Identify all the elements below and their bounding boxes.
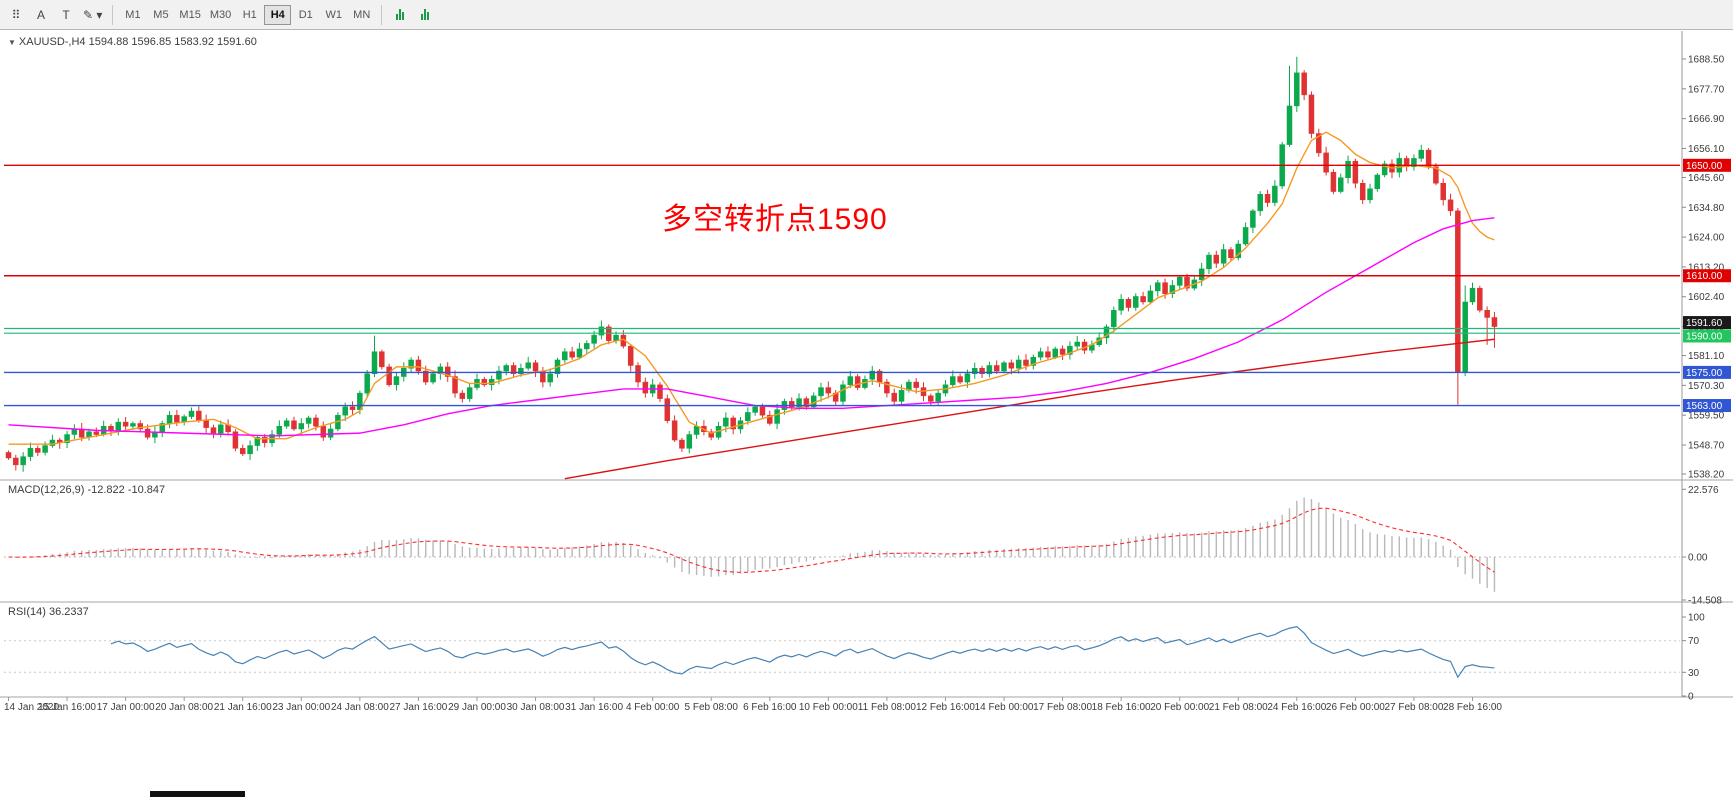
svg-text:14 Feb 00:00: 14 Feb 00:00 [975, 702, 1034, 713]
svg-text:12 Feb 16:00: 12 Feb 16:00 [916, 702, 975, 713]
grid-tool-button[interactable]: ⠿ [4, 4, 28, 25]
svg-text:30 Jan 08:00: 30 Jan 08:00 [507, 702, 565, 713]
svg-text:1538.20: 1538.20 [1688, 470, 1725, 481]
svg-text:24 Jan 08:00: 24 Jan 08:00 [331, 702, 389, 713]
svg-text:4 Feb 00:00: 4 Feb 00:00 [626, 702, 680, 713]
ma-slow-line [564, 338, 1495, 480]
svg-text:-14.508: -14.508 [1688, 596, 1722, 607]
timeframe-button-m30[interactable]: M30 [206, 5, 235, 25]
macd-signal-line [8, 507, 1495, 573]
screen-artifact [150, 791, 245, 797]
draw-objects-tool-button[interactable]: ✎ ▾ [79, 4, 106, 25]
svg-text:1602.40: 1602.40 [1688, 292, 1725, 303]
svg-text:70: 70 [1688, 636, 1700, 647]
timeframe-button-m1[interactable]: M1 [119, 5, 146, 25]
moving-averages-layer [8, 131, 1495, 480]
timeframe-button-h4[interactable]: H4 [264, 4, 292, 25]
toolbar-separator [381, 4, 383, 25]
axes-layer: 1688.50 1677.70 1666.90 1656.10 1645.60 1634.… [4, 55, 1731, 713]
svg-text:31 Jan 16:00: 31 Jan 16:00 [565, 702, 623, 713]
svg-text:1575.00: 1575.00 [1686, 368, 1723, 379]
horizontal-lines-layer [4, 164, 1680, 407]
svg-text:1634.80: 1634.80 [1688, 203, 1725, 214]
timeframe-button-w1[interactable]: W1 [320, 5, 347, 25]
svg-text:1590.00: 1590.00 [1686, 331, 1723, 342]
svg-text:1656.10: 1656.10 [1688, 144, 1725, 155]
macd-indicator-label: MACD(12,26,9) -12.822 -10.847 [8, 484, 166, 496]
svg-text:28 Feb 16:00: 28 Feb 16:00 [1443, 702, 1502, 713]
timeframe-button-h1[interactable]: H1 [236, 5, 263, 25]
svg-text:24 Feb 16:00: 24 Feb 16:00 [1267, 702, 1326, 713]
svg-text:100: 100 [1688, 613, 1705, 624]
chart-annotation-text: 多空转折点1590 [662, 203, 888, 236]
svg-text:6 Feb 16:00: 6 Feb 16:00 [743, 702, 797, 713]
toolbar: ⠿ A T ✎ ▾ M1 M5 M15 M30 H1 H4 D1 W1 MN [0, 0, 1733, 30]
timeframe-buttons-group: M1 M5 M15 M30 H1 H4 D1 W1 MN [119, 4, 375, 25]
svg-text:1677.70: 1677.70 [1688, 84, 1725, 95]
svg-text:21 Jan 16:00: 21 Jan 16:00 [214, 702, 272, 713]
candles-layer [5, 56, 1498, 472]
arrow-style-tool-button[interactable]: A [29, 4, 53, 25]
svg-text:0: 0 [1688, 692, 1694, 703]
svg-text:21 Feb 08:00: 21 Feb 08:00 [1209, 702, 1268, 713]
svg-text:18 Feb 16:00: 18 Feb 16:00 [1092, 702, 1151, 713]
svg-text:1581.10: 1581.10 [1688, 351, 1725, 362]
text-tool-button[interactable]: T [54, 4, 78, 25]
svg-text:14 Jan 2020: 14 Jan 2020 [4, 702, 59, 713]
svg-text:27 Jan 16:00: 27 Jan 16:00 [390, 702, 448, 713]
chart-title: ▼ XAUUSD-,H4 1594.88 1596.85 1583.92 1591… [8, 36, 257, 48]
rsi-indicator-label: RSI(14) 36.2337 [8, 606, 89, 618]
ma-mid-line [8, 217, 1495, 437]
svg-text:11 Feb 08:00: 11 Feb 08:00 [858, 702, 917, 713]
svg-text:22.576: 22.576 [1688, 485, 1719, 496]
svg-text:17 Feb 08:00: 17 Feb 08:00 [1033, 702, 1092, 713]
svg-text:1624.00: 1624.00 [1688, 233, 1725, 244]
svg-text:1591.60: 1591.60 [1686, 318, 1723, 329]
timeframe-button-m15[interactable]: M15 [175, 5, 204, 25]
grid-layer [0, 31, 1733, 698]
svg-text:20 Feb 00:00: 20 Feb 00:00 [1150, 702, 1209, 713]
drawing-tools-group: ⠿ A T ✎ ▾ [4, 4, 106, 25]
svg-text:5 Feb 08:00: 5 Feb 08:00 [685, 702, 739, 713]
green-bars-icon [396, 7, 405, 20]
svg-text:1548.70: 1548.70 [1688, 441, 1725, 452]
candles-chart-button[interactable] [413, 4, 437, 25]
svg-text:1645.60: 1645.60 [1688, 173, 1725, 184]
svg-text:1666.90: 1666.90 [1688, 114, 1725, 125]
svg-text:1688.50: 1688.50 [1688, 55, 1725, 66]
timeframe-button-mn[interactable]: MN [348, 5, 375, 25]
svg-text:23 Jan 00:00: 23 Jan 00:00 [272, 702, 330, 713]
chart-type-buttons-group [388, 4, 437, 25]
svg-text:15 Jan 16:00: 15 Jan 16:00 [38, 702, 96, 713]
svg-text:30: 30 [1688, 668, 1700, 679]
toolbar-separator [112, 4, 114, 25]
svg-text:1559.50: 1559.50 [1688, 411, 1725, 422]
timeframe-button-d1[interactable]: D1 [292, 5, 319, 25]
svg-text:1610.00: 1610.00 [1686, 271, 1723, 282]
svg-text:29 Jan 00:00: 29 Jan 00:00 [448, 702, 506, 713]
rsi-line [110, 625, 1495, 679]
svg-text:1613.20: 1613.20 [1688, 262, 1725, 273]
indicator-panes-layer [4, 497, 1680, 679]
ma-fast-line [8, 131, 1495, 445]
svg-text:10 Feb 00:00: 10 Feb 00:00 [799, 702, 858, 713]
svg-text:27 Feb 08:00: 27 Feb 08:00 [1384, 702, 1443, 713]
svg-text:0.00: 0.00 [1688, 553, 1708, 564]
svg-text:1570.30: 1570.30 [1688, 381, 1725, 392]
svg-text:26 Feb 00:00: 26 Feb 00:00 [1326, 702, 1385, 713]
bars-chart-button[interactable] [388, 4, 412, 25]
timeframe-button-m5[interactable]: M5 [147, 5, 174, 25]
svg-text:17 Jan 00:00: 17 Jan 00:00 [97, 702, 155, 713]
svg-text:20 Jan 08:00: 20 Jan 08:00 [155, 702, 213, 713]
symbol-ohlc-text: XAUUSD-,H4 1594.88 1596.85 1583.92 1591.… [18, 36, 257, 48]
svg-text:1563.00: 1563.00 [1686, 401, 1723, 412]
svg-text:1650.00: 1650.00 [1686, 161, 1723, 172]
collapse-icon[interactable]: ▼ [8, 38, 16, 47]
green-bars-icon [421, 7, 430, 20]
